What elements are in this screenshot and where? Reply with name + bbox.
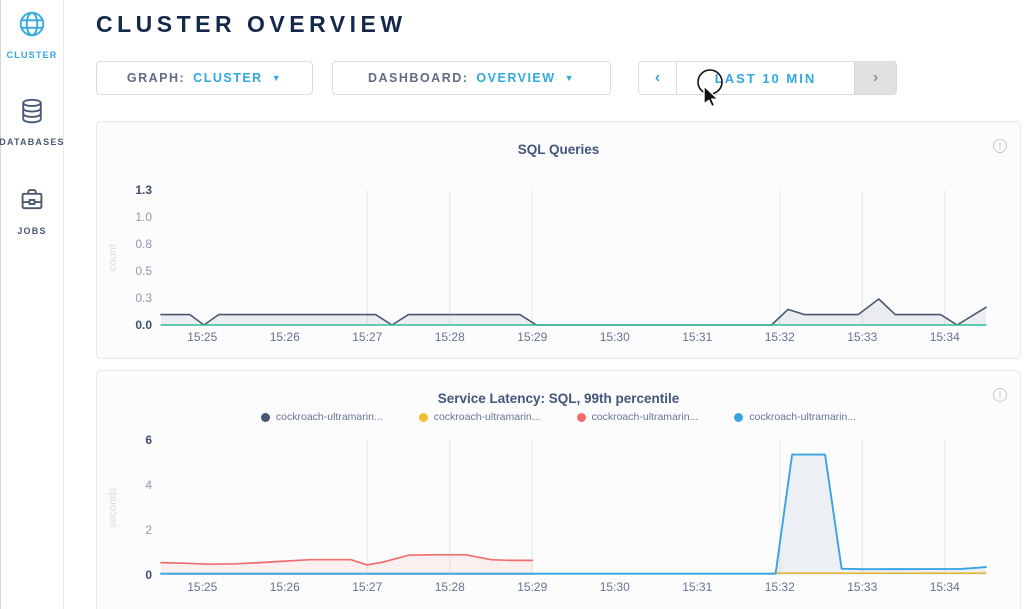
sql-queries-chart: 1.3 1.0 0.8 0.5 0.3 0.0 count 15:25 15:26 15:27 15… — [107, 183, 987, 344]
svg-text:15:27: 15:27 — [352, 330, 382, 344]
legend-dot-icon — [260, 412, 270, 422]
chart-legend: cockroach-ultramarin... cockroach-ultrama… — [97, 411, 1020, 423]
svg-text:0.0: 0.0 — [135, 318, 152, 332]
sql-queries-card: SQL Queries ! 1.3 1.0 0.8 0.5 0.3 0.0 count 15:… — [96, 121, 1021, 359]
svg-text:15:28: 15:28 — [435, 580, 465, 594]
time-window-selector: ‹ LAST 10 MIN › — [638, 61, 897, 95]
chevron-left-icon: ‹ — [654, 69, 661, 86]
chart-title: Service Latency: SQL, 99th percentile — [437, 391, 680, 406]
svg-text:15:31: 15:31 — [682, 580, 712, 594]
legend-dot-icon — [576, 412, 586, 422]
legend-label: cockroach-ultramarin... — [275, 411, 383, 423]
time-window-label[interactable]: LAST 10 MIN — [677, 62, 854, 94]
sidebar: CLUSTER DATABASES JOBS — [0, 0, 64, 609]
svg-text:2: 2 — [145, 523, 152, 537]
svg-text:seconds: seconds — [107, 487, 119, 528]
briefcase-icon — [17, 185, 47, 220]
time-window-next-button[interactable]: › — [854, 62, 896, 94]
service-latency-chart: 6 4 2 0 seconds 15:25 15:26 15:27 15:28 15:29 15:3… — [107, 433, 987, 594]
svg-text:15:29: 15:29 — [517, 330, 547, 344]
sidebar-item-databases[interactable]: DATABASES — [0, 96, 65, 147]
service-latency-card: Service Latency: SQL, 99th percentile ! … — [96, 370, 1021, 609]
legend-label: cockroach-ultramarin... — [749, 411, 857, 423]
legend-item[interactable]: cockroach-ultramarin... — [418, 411, 541, 423]
legend-label: cockroach-ultramarin... — [433, 411, 541, 423]
svg-text:15:25: 15:25 — [187, 580, 217, 594]
svg-text:1.0: 1.0 — [135, 210, 152, 224]
legend-dot-icon — [418, 412, 428, 422]
svg-text:0: 0 — [145, 568, 152, 582]
graph-dropdown-label: GRAPH: — [126, 71, 186, 85]
legend-item[interactable]: cockroach-ultramarin... — [734, 411, 856, 423]
svg-text:15:26: 15:26 — [270, 580, 300, 594]
info-icon[interactable]: ! — [993, 139, 1007, 153]
svg-text:15:34: 15:34 — [930, 330, 960, 344]
svg-text:15:26: 15:26 — [270, 330, 300, 344]
svg-text:15:33: 15:33 — [847, 330, 877, 344]
legend-item[interactable]: cockroach-ultramarin... — [576, 411, 699, 423]
svg-text:15:29: 15:29 — [517, 580, 547, 594]
sidebar-item-label: JOBS — [17, 226, 47, 236]
dashboard-dropdown[interactable]: DASHBOARD: OVERVIEW ▼ — [332, 61, 611, 95]
svg-text:15:30: 15:30 — [600, 580, 630, 594]
time-window-prev-button[interactable]: ‹ — [639, 62, 677, 94]
sidebar-item-label: DATABASES — [0, 137, 65, 147]
svg-text:0.3: 0.3 — [135, 291, 152, 305]
chevron-down-icon: ▼ — [271, 73, 283, 83]
svg-text:15:34: 15:34 — [930, 580, 960, 594]
svg-text:15:28: 15:28 — [435, 330, 465, 344]
svg-text:1.3: 1.3 — [135, 183, 152, 197]
sidebar-item-jobs[interactable]: JOBS — [1, 185, 63, 236]
info-icon[interactable]: ! — [993, 388, 1007, 402]
legend-dot-icon — [734, 412, 744, 422]
svg-text:0.5: 0.5 — [135, 264, 152, 278]
legend-item[interactable]: cockroach-ultramarin... — [260, 411, 383, 423]
chevron-down-icon: ▼ — [564, 73, 575, 83]
database-icon — [17, 96, 47, 131]
svg-text:15:30: 15:30 — [600, 330, 630, 344]
svg-text:4: 4 — [145, 478, 152, 492]
graph-dropdown-value: CLUSTER — [193, 71, 263, 85]
page-title: CLUSTER OVERVIEW — [96, 11, 407, 37]
controls-row: GRAPH: CLUSTER ▼ DASHBOARD: OVERVIEW ▼ ‹… — [96, 61, 1032, 95]
svg-text:15:27: 15:27 — [352, 580, 382, 594]
sidebar-item-cluster[interactable]: CLUSTER — [1, 9, 63, 60]
svg-text:15:31: 15:31 — [682, 330, 712, 344]
svg-text:6: 6 — [145, 433, 152, 447]
svg-text:0.8: 0.8 — [135, 237, 152, 251]
graph-dropdown[interactable]: GRAPH: CLUSTER ▼ — [96, 61, 313, 95]
sidebar-item-label: CLUSTER — [6, 50, 58, 60]
svg-text:15:32: 15:32 — [765, 580, 795, 594]
main-content: CLUSTER OVERVIEW GRAPH: CLUSTER ▼ DASHBO… — [64, 0, 1032, 609]
chevron-right-icon: › — [872, 69, 879, 86]
legend-label: cockroach-ultramarin... — [591, 411, 699, 423]
svg-text:15:33: 15:33 — [847, 580, 877, 594]
chart-title: SQL Queries — [517, 142, 600, 157]
dashboard-dropdown-value: OVERVIEW — [476, 71, 556, 85]
dashboard-dropdown-label: DASHBOARD: — [368, 71, 469, 85]
svg-text:15:32: 15:32 — [765, 330, 795, 344]
svg-text:count: count — [107, 244, 119, 271]
globe-icon — [17, 9, 47, 44]
svg-text:15:25: 15:25 — [187, 330, 217, 344]
